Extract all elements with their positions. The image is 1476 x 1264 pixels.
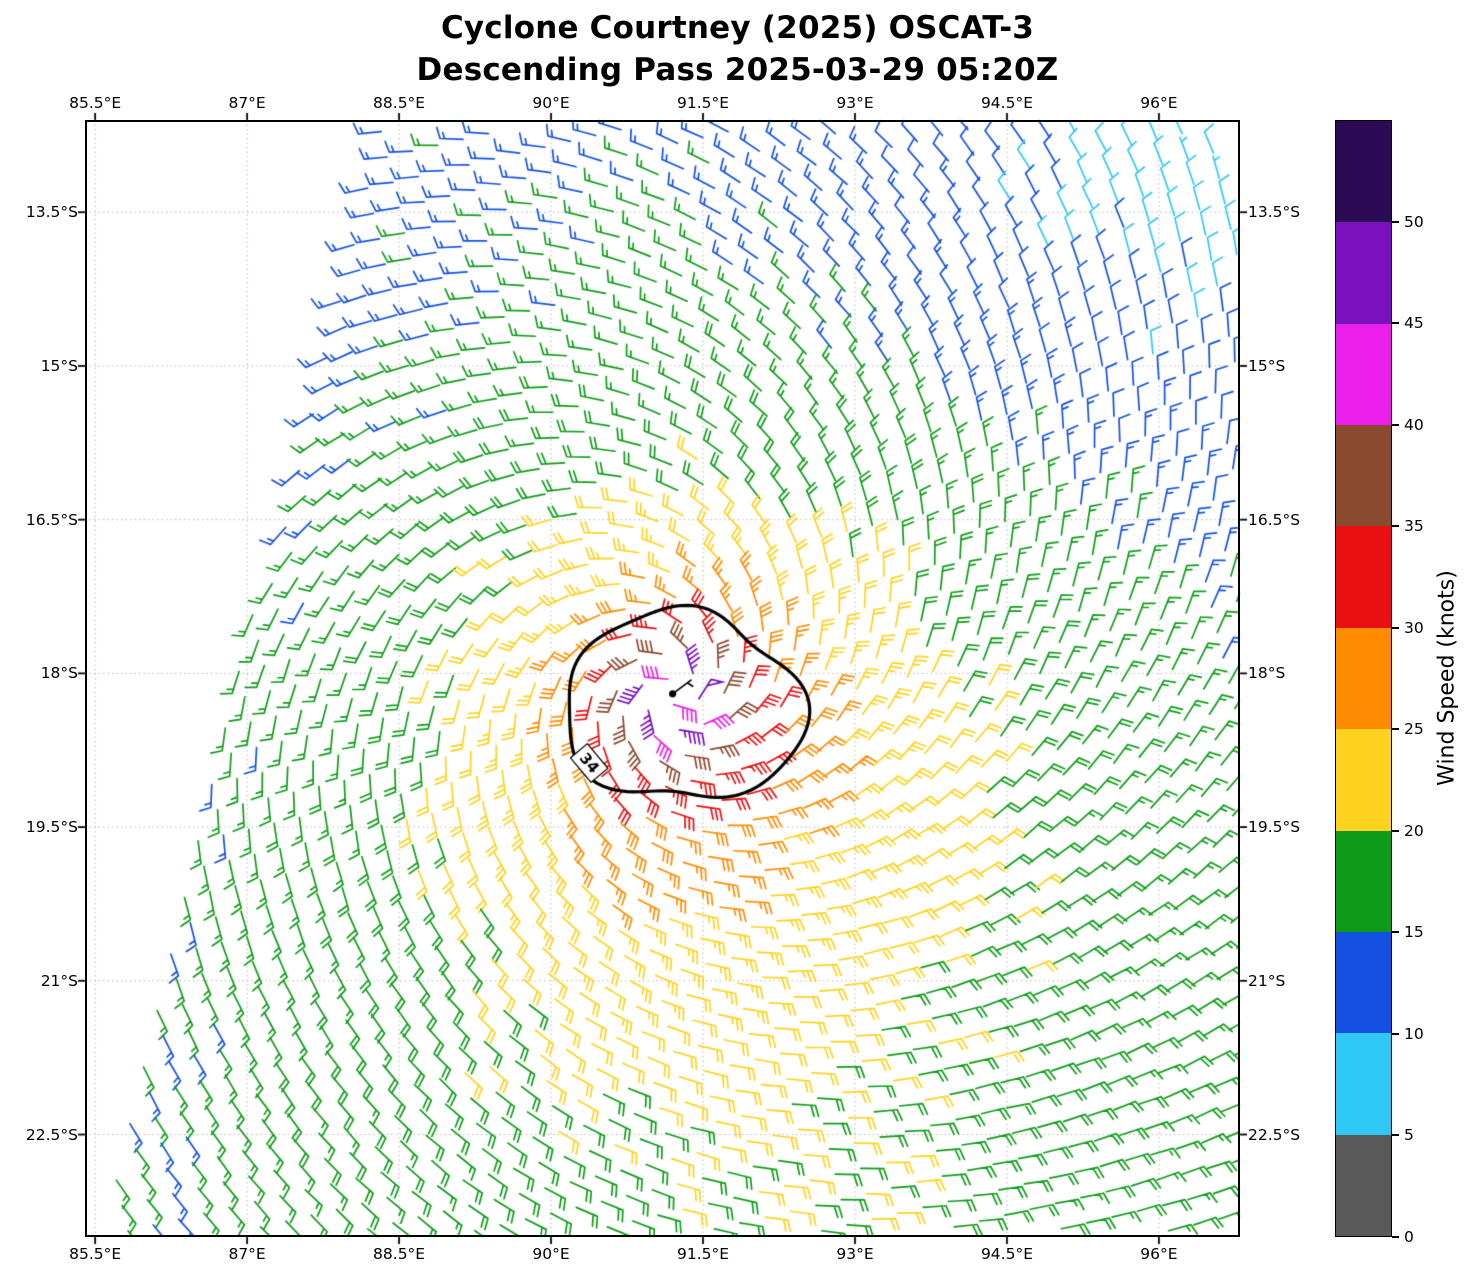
y-tick-label-right: 18°S [1248, 664, 1286, 683]
y-tick-label-right: 13.5°S [1248, 203, 1301, 222]
colorbar-segment [1336, 425, 1391, 527]
colorbar-segment [1336, 526, 1391, 628]
x-tick-label-bottom: 85.5°E [69, 1245, 122, 1263]
x-tick-label-top: 90°E [532, 94, 570, 112]
colorbar-tickmark [1392, 829, 1399, 832]
colorbar-tick-label: 5 [1404, 1126, 1414, 1145]
colorbar-tickmark [1392, 1032, 1399, 1035]
colorbar-tickmark [1392, 728, 1399, 731]
colorbar-segment [1336, 729, 1391, 831]
colorbar-tick-label: 45 [1404, 314, 1424, 333]
colorbar-tick-label: 25 [1404, 720, 1424, 739]
colorbar-tick-label: 50 [1404, 212, 1424, 231]
colorbar-tickmark [1392, 931, 1399, 934]
colorbar-tickmark [1392, 1236, 1399, 1238]
x-tick-label-bottom: 93°E [836, 1245, 874, 1263]
y-tick-label-left: 13.5°S [25, 203, 78, 222]
y-tick-label-left: 22.5°S [25, 1125, 78, 1144]
colorbar-segment [1336, 222, 1391, 324]
x-tick-label-top: 88.5°E [373, 94, 426, 112]
y-tick-label-left: 15°S [40, 356, 78, 375]
x-tick-label-top: 94.5°E [980, 94, 1033, 112]
colorbar-tickmark [1392, 525, 1399, 528]
x-tick-label-top: 93°E [836, 94, 874, 112]
colorbar-segment [1336, 627, 1391, 730]
colorbar-tick-label: 30 [1404, 618, 1424, 637]
y-tick-label-right: 19.5°S [1248, 818, 1301, 837]
colorbar-tick-label: 40 [1404, 415, 1424, 434]
colorbar-tickmark [1392, 220, 1399, 223]
x-tick-label-top: 87°E [228, 94, 266, 112]
y-tick-label-right: 15°S [1248, 356, 1286, 375]
x-tick-label-bottom: 87°E [228, 1245, 266, 1263]
colorbar-segment [1336, 121, 1391, 223]
x-tick-label-bottom: 88.5°E [373, 1245, 426, 1263]
colorbar-segment [1336, 830, 1391, 932]
y-tick-label-left: 16.5°S [25, 510, 78, 529]
colorbar-tick-label: 0 [1404, 1228, 1414, 1246]
colorbar [1335, 120, 1392, 1237]
y-tick-label-left: 21°S [40, 971, 78, 990]
colorbar-axis-label: Wind Speed (knots) [1434, 570, 1460, 786]
colorbar-tick-label: 10 [1404, 1024, 1424, 1043]
x-tick-label-bottom: 91.5°E [676, 1245, 730, 1263]
y-tick-label-right: 21°S [1248, 971, 1286, 990]
colorbar-segment [1336, 1033, 1391, 1135]
colorbar-tick-label: 35 [1404, 517, 1424, 536]
x-tick-label-bottom: 96°E [1140, 1245, 1178, 1263]
colorbar-tickmark [1392, 423, 1399, 426]
colorbar-segment [1336, 1134, 1391, 1236]
colorbar-segment [1336, 323, 1391, 426]
x-tick-label-top: 85.5°E [69, 94, 122, 112]
colorbar-tickmark [1392, 322, 1399, 325]
colorbar-tick-label: 20 [1404, 821, 1424, 840]
y-tick-label-left: 19.5°S [25, 818, 78, 837]
y-tick-label-left: 18°S [40, 664, 78, 683]
x-tick-label-bottom: 94.5°E [980, 1245, 1033, 1263]
x-tick-label-bottom: 90°E [532, 1245, 570, 1263]
colorbar-segment [1336, 931, 1391, 1034]
y-tick-label-right: 22.5°S [1248, 1125, 1301, 1144]
colorbar-tickmark [1392, 1134, 1399, 1137]
y-tick-label-right: 16.5°S [1248, 510, 1301, 529]
x-tick-label-top: 91.5°E [676, 94, 730, 112]
colorbar-tick-label: 15 [1404, 923, 1424, 942]
x-tick-label-top: 96°E [1140, 94, 1178, 112]
colorbar-tickmark [1392, 626, 1399, 629]
